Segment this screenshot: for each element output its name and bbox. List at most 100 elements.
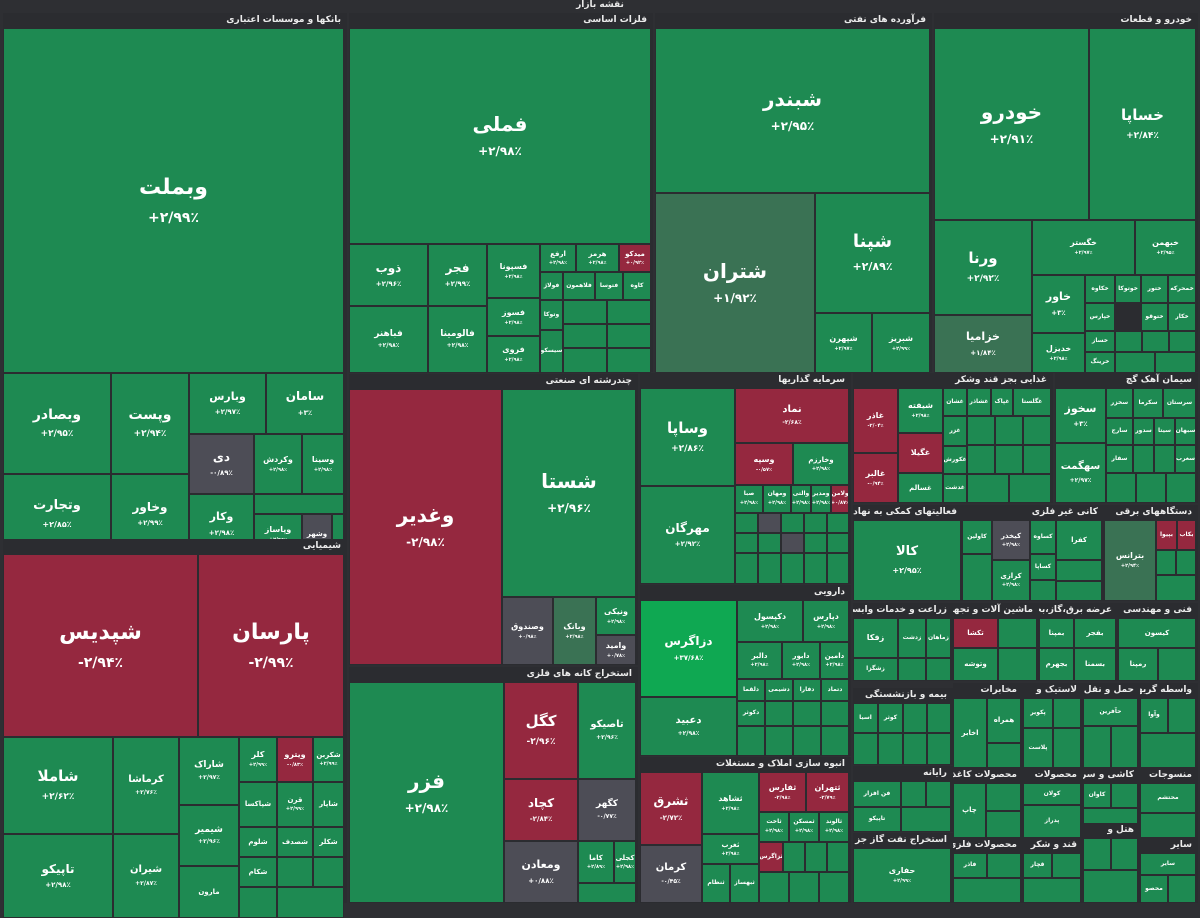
stock-tile-small[interactable] xyxy=(827,553,849,584)
stock-tile[interactable]: کاولین xyxy=(962,520,992,554)
stock-tile[interactable]: سفار xyxy=(1106,445,1133,473)
stock-tile[interactable]: مارون xyxy=(179,866,239,918)
stock-tile[interactable]: کیسون xyxy=(1118,618,1196,648)
stock-tile[interactable]: نماد -۲/۶۸٪ xyxy=(735,388,849,443)
stock-tile[interactable]: شکام xyxy=(239,857,277,887)
stock-tile[interactable]: وبارس +۲/۹۷٪ xyxy=(189,373,266,434)
stock-tile[interactable]: خساپا +۲/۸۴٪ xyxy=(1089,28,1196,220)
stock-tile[interactable]: خساز xyxy=(1085,331,1115,352)
stock-tile[interactable]: کگهر -۰/۷۷٪ xyxy=(578,779,636,841)
stock-tile-small[interactable] xyxy=(783,842,805,872)
stock-tile[interactable]: هرمز +۲/۹۸٪ xyxy=(576,244,619,272)
stock-tile[interactable]: غسالم xyxy=(898,473,943,503)
stock-tile[interactable]: تاپیکو xyxy=(853,807,901,832)
stock-tile-small[interactable] xyxy=(853,733,878,765)
stock-tile[interactable]: کساوه xyxy=(1030,520,1056,554)
stock-tile[interactable]: شیمیر +۲/۹۶٪ xyxy=(179,805,239,866)
stock-tile-small[interactable] xyxy=(1140,733,1196,768)
stock-tile-small[interactable] xyxy=(1023,878,1081,903)
stock-tile-small[interactable] xyxy=(1142,331,1169,352)
stock-tile[interactable]: غگلستا xyxy=(1013,388,1051,416)
stock-tile[interactable]: فسوز +۲/۹۸٪ xyxy=(487,298,540,336)
stock-tile-small[interactable] xyxy=(926,658,951,681)
stock-tile[interactable]: سیسکو xyxy=(540,330,563,373)
stock-tile-small[interactable] xyxy=(987,743,1021,768)
stock-tile-small[interactable] xyxy=(1168,698,1196,733)
stock-tile[interactable]: ثاخت +۲/۹۸٪ xyxy=(759,812,789,842)
stock-tile-small[interactable] xyxy=(827,533,849,553)
stock-tile[interactable]: فولاژ xyxy=(540,272,563,300)
stock-tile[interactable]: سامان +۳٪ xyxy=(266,373,344,434)
stock-tile-small[interactable] xyxy=(1053,698,1081,728)
stock-tile[interactable]: وغدیر -۲/۹۸٪ xyxy=(349,389,502,665)
stock-tile-small[interactable] xyxy=(1083,726,1111,768)
stock-tile[interactable]: غالبر -۰/۹۴٪ xyxy=(853,453,898,503)
stock-tile-small[interactable] xyxy=(821,701,849,726)
stock-tile[interactable]: وسپه -۰/۵۷٪ xyxy=(735,443,793,485)
stock-tile[interactable]: قچار xyxy=(1023,853,1052,878)
stock-tile-small[interactable] xyxy=(1056,581,1102,601)
stock-tile[interactable]: کرمان -۰/۴۵٪ xyxy=(640,845,702,903)
stock-tile[interactable]: غشاذر xyxy=(967,388,991,416)
stock-tile[interactable]: سیتا xyxy=(1154,418,1175,445)
stock-tile[interactable]: تاصیکو +۲/۹۶٪ xyxy=(578,682,636,779)
stock-tile[interactable]: شیران +۲/۸۷٪ xyxy=(113,834,179,918)
stock-tile[interactable]: شبندر +۲/۹۵٪ xyxy=(655,28,930,193)
stock-tile[interactable]: غدشت xyxy=(943,474,967,503)
stock-tile-small[interactable] xyxy=(254,494,344,514)
stock-tile[interactable]: ومهان +۲/۹۸٪ xyxy=(763,485,791,513)
stock-tile[interactable]: شیفته +۲/۹۸٪ xyxy=(898,388,943,433)
stock-tile[interactable]: فسپونا +۲/۹۸٪ xyxy=(487,244,540,298)
stock-tile[interactable]: ختوقو xyxy=(1141,303,1168,331)
stock-tile-small[interactable] xyxy=(819,872,849,903)
stock-tile-small[interactable] xyxy=(607,348,651,373)
stock-tile[interactable]: سخزر xyxy=(1106,388,1133,418)
stock-tile-small[interactable] xyxy=(962,554,992,601)
stock-tile-small[interactable] xyxy=(1083,870,1138,903)
stock-tile-small[interactable] xyxy=(1052,853,1081,878)
stock-tile[interactable]: شکلر xyxy=(313,827,344,857)
stock-tile[interactable]: سخوز +۳٪ xyxy=(1055,388,1106,443)
stock-tile[interactable]: ومعادن +۰/۸۸٪ xyxy=(504,841,578,903)
stock-tile-small[interactable] xyxy=(781,553,804,584)
stock-tile[interactable]: کساپا xyxy=(1030,554,1056,580)
stock-tile[interactable]: شاملا +۲/۶۲٪ xyxy=(3,737,113,834)
stock-tile[interactable]: کاما +۲/۸۹٪ xyxy=(578,841,614,883)
stock-tile-small[interactable] xyxy=(898,658,926,681)
stock-tile[interactable]: سارج xyxy=(1106,418,1133,445)
stock-tile-small[interactable] xyxy=(1169,331,1196,352)
stock-tile[interactable]: ثغرب +۲/۹۸٪ xyxy=(702,834,759,864)
stock-tile-small[interactable] xyxy=(986,783,1021,811)
stock-tile[interactable]: دلقما xyxy=(737,679,765,701)
stock-tile[interactable]: بپیوا xyxy=(1156,520,1177,550)
stock-tile[interactable]: شپدیس -۲/۹۴٪ xyxy=(3,554,198,737)
stock-tile-small[interactable] xyxy=(1056,560,1102,581)
stock-tile[interactable]: بفجر xyxy=(1074,618,1116,648)
stock-tile-small[interactable] xyxy=(953,878,1021,903)
stock-tile-small[interactable] xyxy=(901,781,926,807)
stock-tile-small[interactable] xyxy=(758,553,781,584)
stock-tile[interactable]: خزامیا +۱/۸۴٪ xyxy=(934,315,1032,373)
stock-tile-small[interactable] xyxy=(793,701,821,726)
stock-tile[interactable]: سبهان xyxy=(1175,418,1196,445)
stock-tile[interactable]: کرماشا +۲/۷۶٪ xyxy=(113,737,179,834)
stock-tile[interactable]: قرن +۲/۹۹٪ xyxy=(277,782,313,827)
stock-tile-small[interactable] xyxy=(967,474,1009,503)
stock-tile[interactable]: فالومینا +۲/۹۸٪ xyxy=(428,306,487,373)
stock-tile[interactable]: دپارس +۲/۹۸٪ xyxy=(803,600,849,642)
stock-tile-small[interactable] xyxy=(1158,648,1196,681)
stock-tile[interactable]: دتماد xyxy=(821,679,849,701)
stock-tile[interactable]: محصو xyxy=(1140,875,1168,903)
stock-tile[interactable]: وکردش +۲/۹۸٪ xyxy=(254,434,302,494)
stock-tile[interactable]: وبصادر +۲/۹۵٪ xyxy=(3,373,111,474)
stock-tile[interactable]: شاراک +۲/۹۷٪ xyxy=(179,737,239,805)
stock-tile[interactable]: شکربن +۲/۹۹٪ xyxy=(313,737,344,782)
stock-tile[interactable]: بترانس +۲/۹۴٪ xyxy=(1104,520,1156,601)
stock-tile[interactable]: ثمسکن +۲/۹۸٪ xyxy=(789,812,819,842)
stock-tile[interactable]: زفکا xyxy=(853,618,898,658)
stock-tile[interactable]: وتوکا xyxy=(540,300,563,330)
stock-tile-small[interactable] xyxy=(735,513,758,533)
stock-tile[interactable]: مهرگان +۲/۹۲٪ xyxy=(640,486,735,584)
stock-tile[interactable]: شصدف xyxy=(277,827,313,857)
stock-tile[interactable]: بسمنا xyxy=(1074,648,1116,681)
